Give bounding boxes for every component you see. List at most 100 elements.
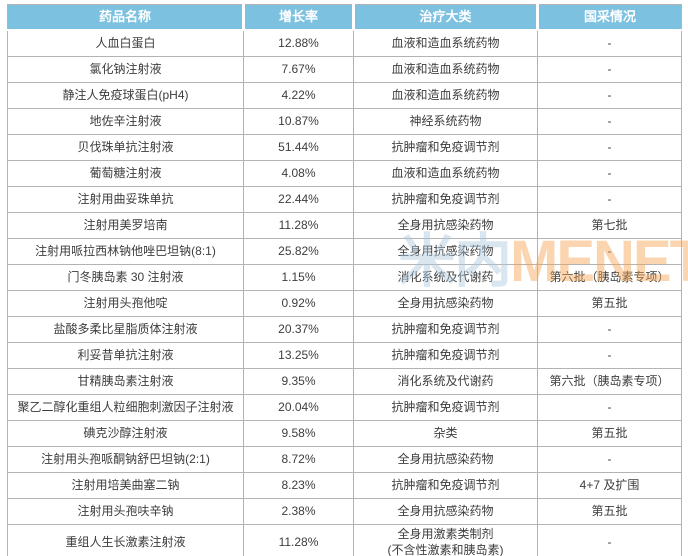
header-cell-growth-rate: 增长率 [242, 4, 355, 31]
cell-category: 全身用抗感染药物 [353, 498, 538, 525]
cell-category: 血液和造血系统药物 [353, 82, 538, 109]
table-row: 甘精胰岛素注射液 9.35% 消化系统及代谢药 第六批（胰岛素专项） [7, 368, 682, 395]
cell-growth-rate: 22.44% [243, 186, 354, 213]
cell-category: 全身用抗感染药物 [353, 290, 538, 317]
table-row: 注射用曲妥珠单抗 22.44% 抗肿瘤和免疫调节剂 - [7, 186, 682, 213]
drug-data-table: 药品名称 增长率 治疗大类 国采情况 人血白蛋白 12.88% 血液和造血系统药物 -… [7, 4, 682, 556]
cell-growth-rate: 1.15% [243, 264, 354, 291]
table-row: 盐酸多柔比星脂质体注射液 20.37% 抗肿瘤和免疫调节剂 - [7, 316, 682, 343]
cell-drug-name: 注射用头孢哌酮钠舒巴坦钠(2:1) [7, 446, 244, 473]
cell-growth-rate: 4.08% [243, 160, 354, 187]
table-body: 人血白蛋白 12.88% 血液和造血系统药物 - 氯化钠注射液 7.67% 血液和造血系统药… [7, 29, 682, 556]
cell-drug-name: 聚乙二醇化重组人粒细胞刺激因子注射液 [7, 394, 244, 421]
table-row: 人血白蛋白 12.88% 血液和造血系统药物 - [7, 29, 682, 57]
cell-category: 消化系统及代谢药 [353, 264, 538, 291]
cell-drug-name: 人血白蛋白 [7, 29, 244, 57]
table-row: 注射用哌拉西林钠他唑巴坦钠(8:1) 25.82% 全身用抗感染药物 - [7, 238, 682, 265]
table-row: 地佐辛注射液 10.87% 神经系统药物 - [7, 108, 682, 135]
cell-category: 神经系统药物 [353, 108, 538, 135]
cell-procurement: - [537, 523, 682, 556]
cell-drug-name: 盐酸多柔比星脂质体注射液 [7, 316, 244, 343]
cell-category: 抗肿瘤和免疫调节剂 [353, 316, 538, 343]
cell-category: 全身用激素类制剂 (不含性激素和胰岛素) [353, 523, 538, 556]
table-row: 利妥昔单抗注射液 13.25% 抗肿瘤和免疫调节剂 - [7, 342, 682, 369]
cell-growth-rate: 0.92% [243, 290, 354, 317]
cell-procurement: 第五批 [537, 420, 682, 447]
cell-drug-name: 静注人免疫球蛋白(pH4) [7, 82, 244, 109]
cell-category: 血液和造血系统药物 [353, 56, 538, 83]
cell-growth-rate: 4.22% [243, 82, 354, 109]
table-row: 门冬胰岛素 30 注射液 1.15% 消化系统及代谢药 第六批（胰岛素专项） [7, 264, 682, 291]
cell-procurement: 第七批 [537, 212, 682, 239]
cell-procurement: - [537, 108, 682, 135]
header-cell-drug-name: 药品名称 [7, 4, 245, 31]
cell-drug-name: 注射用头孢呋辛钠 [7, 498, 244, 525]
table-row: 重组人生长激素注射液 11.28% 全身用激素类制剂 (不含性激素和胰岛素) - [7, 523, 682, 556]
cell-growth-rate: 9.58% [243, 420, 354, 447]
table-row: 贝伐珠单抗注射液 51.44% 抗肿瘤和免疫调节剂 - [7, 134, 682, 161]
table-row: 注射用培美曲塞二钠 8.23% 抗肿瘤和免疫调节剂 4+7 及扩围 [7, 472, 682, 499]
cell-procurement: - [537, 394, 682, 421]
cell-category: 血液和造血系统药物 [353, 160, 538, 187]
cell-growth-rate: 9.35% [243, 368, 354, 395]
cell-drug-name: 利妥昔单抗注射液 [7, 342, 244, 369]
cell-procurement: 第六批（胰岛素专项） [537, 264, 682, 291]
cell-category: 抗肿瘤和免疫调节剂 [353, 394, 538, 421]
cell-procurement: - [537, 316, 682, 343]
cell-category: 全身用抗感染药物 [353, 238, 538, 265]
cell-procurement: - [537, 82, 682, 109]
cell-drug-name: 甘精胰岛素注射液 [7, 368, 244, 395]
cell-growth-rate: 13.25% [243, 342, 354, 369]
table-row: 聚乙二醇化重组人粒细胞刺激因子注射液 20.04% 抗肿瘤和免疫调节剂 - [7, 394, 682, 421]
cell-procurement: 4+7 及扩围 [537, 472, 682, 499]
cell-procurement: 第五批 [537, 290, 682, 317]
cell-growth-rate: 10.87% [243, 108, 354, 135]
cell-drug-name: 注射用培美曲塞二钠 [7, 472, 244, 499]
cell-growth-rate: 11.28% [243, 523, 354, 556]
cell-category: 杂类 [353, 420, 538, 447]
cell-procurement: - [537, 134, 682, 161]
cell-procurement: - [537, 29, 682, 57]
cell-category: 消化系统及代谢药 [353, 368, 538, 395]
cell-drug-name: 重组人生长激素注射液 [7, 523, 244, 556]
cell-category: 血液和造血系统药物 [353, 29, 538, 57]
cell-drug-name: 注射用头孢他啶 [7, 290, 244, 317]
cell-growth-rate: 25.82% [243, 238, 354, 265]
cell-growth-rate: 12.88% [243, 29, 354, 57]
cell-drug-name: 注射用曲妥珠单抗 [7, 186, 244, 213]
cell-procurement: - [537, 160, 682, 187]
cell-category: 全身用抗感染药物 [353, 212, 538, 239]
cell-procurement: - [537, 186, 682, 213]
table-row: 碘克沙醇注射液 9.58% 杂类 第五批 [7, 420, 682, 447]
header-row: 药品名称 增长率 治疗大类 国采情况 [7, 4, 682, 31]
cell-category: 抗肿瘤和免疫调节剂 [353, 186, 538, 213]
table-row: 氯化钠注射液 7.67% 血液和造血系统药物 - [7, 56, 682, 83]
header-cell-procurement: 国采情况 [536, 4, 682, 31]
cell-procurement: - [537, 342, 682, 369]
header-cell-category: 治疗大类 [352, 4, 539, 31]
table-row: 注射用头孢他啶 0.92% 全身用抗感染药物 第五批 [7, 290, 682, 317]
cell-procurement: 第五批 [537, 498, 682, 525]
cell-growth-rate: 8.23% [243, 472, 354, 499]
cell-drug-name: 碘克沙醇注射液 [7, 420, 244, 447]
cell-drug-name: 地佐辛注射液 [7, 108, 244, 135]
cell-growth-rate: 20.37% [243, 316, 354, 343]
cell-drug-name: 注射用哌拉西林钠他唑巴坦钠(8:1) [7, 238, 244, 265]
cell-category: 抗肿瘤和免疫调节剂 [353, 342, 538, 369]
table-row: 注射用头孢呋辛钠 2.38% 全身用抗感染药物 第五批 [7, 498, 682, 525]
table-row: 注射用美罗培南 11.28% 全身用抗感染药物 第七批 [7, 212, 682, 239]
cell-drug-name: 贝伐珠单抗注射液 [7, 134, 244, 161]
cell-drug-name: 氯化钠注射液 [7, 56, 244, 83]
cell-growth-rate: 51.44% [243, 134, 354, 161]
cell-category: 抗肿瘤和免疫调节剂 [353, 472, 538, 499]
cell-growth-rate: 20.04% [243, 394, 354, 421]
cell-growth-rate: 8.72% [243, 446, 354, 473]
cell-growth-rate: 7.67% [243, 56, 354, 83]
cell-drug-name: 门冬胰岛素 30 注射液 [7, 264, 244, 291]
cell-category: 全身用抗感染药物 [353, 446, 538, 473]
table-row: 注射用头孢哌酮钠舒巴坦钠(2:1) 8.72% 全身用抗感染药物 - [7, 446, 682, 473]
cell-procurement: 第六批（胰岛素专项） [537, 368, 682, 395]
cell-category: 抗肿瘤和免疫调节剂 [353, 134, 538, 161]
cell-drug-name: 葡萄糖注射液 [7, 160, 244, 187]
